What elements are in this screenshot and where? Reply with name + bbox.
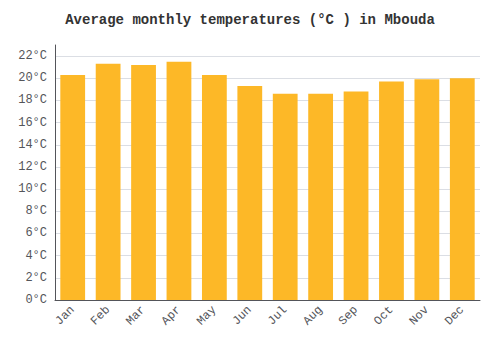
svg-text:16°C: 16°C [18,116,47,130]
svg-text:Sep: Sep [336,303,361,328]
svg-text:6°C: 6°C [25,226,47,240]
svg-text:2°C: 2°C [25,271,47,285]
svg-text:18°C: 18°C [18,93,47,107]
svg-text:Jan: Jan [53,303,78,328]
svg-text:Jun: Jun [230,303,255,328]
svg-text:Nov: Nov [407,303,432,328]
svg-text:10°C: 10°C [18,182,47,196]
svg-text:20°C: 20°C [18,71,47,85]
svg-text:0°C: 0°C [25,293,47,307]
svg-text:Dec: Dec [442,303,467,328]
svg-text:Aug: Aug [300,303,325,328]
svg-text:Jul: Jul [265,303,290,328]
svg-text:14°C: 14°C [18,138,47,152]
svg-text:22°C: 22°C [18,49,47,63]
svg-text:4°C: 4°C [25,249,47,263]
svg-text:Average monthly temperatures (: Average monthly temperatures (°C ) in Mb… [65,12,435,28]
svg-text:Apr: Apr [159,303,184,328]
svg-text:May: May [194,303,219,328]
svg-text:Mar: Mar [123,303,148,328]
svg-text:Oct: Oct [371,303,396,328]
svg-text:Feb: Feb [88,303,113,328]
svg-text:12°C: 12°C [18,160,47,174]
svg-text:8°C: 8°C [25,204,47,218]
